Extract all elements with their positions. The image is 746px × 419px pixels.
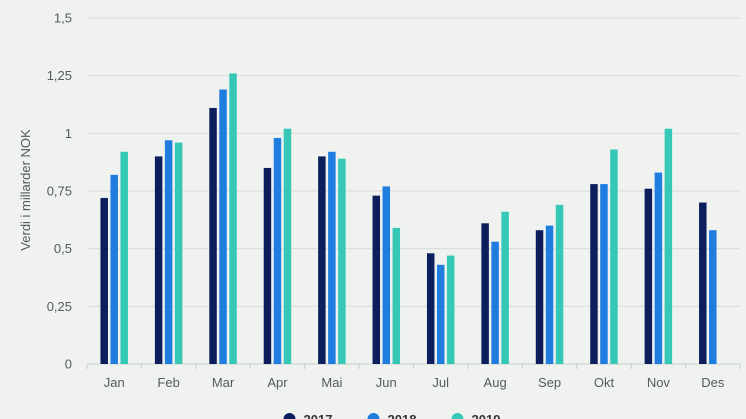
bar-2019-sep[interactable] xyxy=(555,204,564,364)
bar-2018-okt[interactable] xyxy=(600,184,608,364)
bar-2018-mar[interactable] xyxy=(219,89,227,365)
bar-2017-jun[interactable] xyxy=(372,195,381,364)
x-tick-label: Sep xyxy=(538,375,561,390)
y-tick-label: 1,5 xyxy=(54,11,72,26)
bar-2018-nov[interactable] xyxy=(654,172,663,364)
x-axis-ticks: Jan Feb Mar Apr Mai Jun Jul Aug Sep Okt Nov Des xyxy=(86,364,741,390)
bar-2017-mar[interactable] xyxy=(209,107,217,365)
bar-2018-apr[interactable] xyxy=(273,137,282,364)
y-tick-label: 0,75 xyxy=(47,184,72,199)
bar-2018-feb[interactable] xyxy=(164,140,173,364)
bar-2017-jan[interactable] xyxy=(100,197,108,364)
bar-2018-sep[interactable] xyxy=(545,225,554,364)
bar-2017-jul[interactable] xyxy=(426,253,435,364)
bar-2019-feb[interactable] xyxy=(174,142,183,364)
bar-2017-sep[interactable] xyxy=(535,230,544,364)
x-tick-label: Nov xyxy=(647,375,671,390)
x-tick-label: Feb xyxy=(157,375,179,390)
legend-label: 2018 xyxy=(388,412,417,419)
x-tick-label: Okt xyxy=(594,375,615,390)
bar-2019-mar[interactable] xyxy=(229,73,237,365)
bar-2018-mai[interactable] xyxy=(328,151,336,364)
bar-2017-okt[interactable] xyxy=(590,184,598,364)
bar-2019-nov[interactable] xyxy=(664,128,673,364)
y-tick-label: 0,25 xyxy=(47,299,72,314)
legend-label: 2019 xyxy=(472,412,501,419)
gridlines xyxy=(87,17,740,365)
bar-2017-mai[interactable] xyxy=(318,156,326,364)
bar-2019-apr[interactable] xyxy=(283,128,292,364)
x-tick-label: Jan xyxy=(104,375,125,390)
bar-2017-aug[interactable] xyxy=(481,223,489,364)
y-axis-title: Verdi i millarder NOK xyxy=(18,129,33,251)
bar-2017-feb[interactable] xyxy=(154,156,163,364)
bar-2019-jan[interactable] xyxy=(120,151,128,364)
x-tick-label: Jul xyxy=(432,375,449,390)
y-tick-label: 1 xyxy=(65,126,72,141)
legend-item-2017[interactable]: 2017 xyxy=(283,412,333,419)
bar-2019-jul[interactable] xyxy=(446,255,455,364)
y-axis-ticks: 0 0,25 0,5 0,75 1 1,25 1,5 xyxy=(47,11,72,372)
x-tick-label: Mar xyxy=(212,375,235,390)
x-tick-label: Apr xyxy=(267,375,288,390)
bar-2018-aug[interactable] xyxy=(491,241,499,364)
bar-2018-jul[interactable] xyxy=(436,264,445,364)
legend-marker xyxy=(367,413,380,419)
bar-2019-mai[interactable] xyxy=(338,158,346,364)
bar-2017-nov[interactable] xyxy=(644,188,653,364)
y-tick-label: 0,5 xyxy=(54,241,72,256)
x-tick-label: Aug xyxy=(484,375,507,390)
bar-2017-apr[interactable] xyxy=(263,167,272,364)
bar-2019-okt[interactable] xyxy=(610,149,618,364)
y-tick-label: 0 xyxy=(65,357,72,372)
bar-2018-jan[interactable] xyxy=(110,174,118,364)
bar-2018-des[interactable] xyxy=(709,230,717,364)
bar-2018-jun[interactable] xyxy=(382,186,391,364)
legend-marker xyxy=(283,413,296,419)
x-tick-label: Jun xyxy=(376,375,397,390)
legend: 2017 2018 2019 xyxy=(283,412,501,419)
x-tick-label: Des xyxy=(701,375,725,390)
bar-2019-jun[interactable] xyxy=(392,227,401,364)
bar-2017-des[interactable] xyxy=(699,202,707,364)
y-tick-label: 1,25 xyxy=(47,68,72,83)
bar-2019-aug[interactable] xyxy=(501,211,509,364)
legend-item-2019[interactable]: 2019 xyxy=(451,412,501,419)
bars xyxy=(100,73,717,365)
x-tick-label: Mai xyxy=(321,375,342,390)
legend-label: 2017 xyxy=(304,412,333,419)
legend-item-2018[interactable]: 2018 xyxy=(367,412,417,419)
legend-marker xyxy=(451,413,464,419)
